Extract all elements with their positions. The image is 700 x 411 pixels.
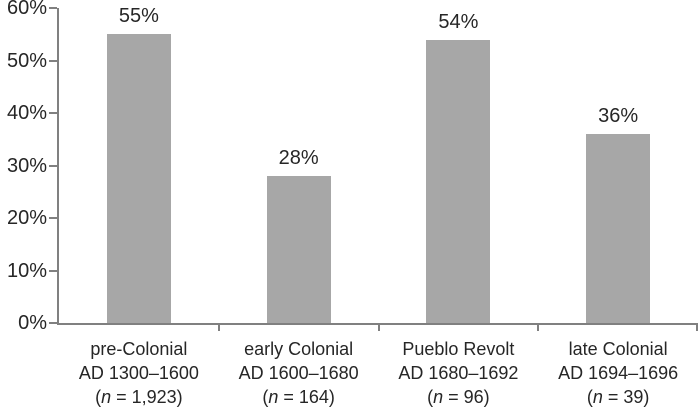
y-axis-tick <box>49 164 57 167</box>
plot-area: 55% 28% 54% 36% <box>49 5 698 331</box>
x-axis-tick <box>217 325 220 331</box>
category-dates: AD 1694–1696 <box>558 363 679 383</box>
y-axis-tick <box>49 322 57 324</box>
category-label: Pueblo Revolt AD 1680–1692 (n = 96) <box>379 337 539 409</box>
bar-value-label: 55% <box>118 5 159 28</box>
sample-size-symbol: n <box>268 387 279 407</box>
y-axis-tick <box>49 112 57 114</box>
category-sample-size: (n = 39) <box>586 387 650 407</box>
category-sample-size: (n = 96) <box>427 387 490 407</box>
x-axis-tick <box>537 325 540 331</box>
y-axis-tick-label: 20% <box>6 207 47 229</box>
category-period: Pueblo Revolt <box>402 339 515 359</box>
bar <box>426 39 491 323</box>
category-sample-size: (n = 164) <box>262 387 335 407</box>
y-axis-line <box>57 8 59 325</box>
category-label: pre-Colonial AD 1300–1600 (n = 1,923) <box>59 337 219 409</box>
y-axis-tick-label: 30% <box>6 154 47 177</box>
category-sample-size: (n = 1,923) <box>95 387 183 407</box>
bar-value-label: 36% <box>598 105 639 127</box>
x-axis-tick <box>377 325 380 331</box>
x-axis-tick <box>696 325 698 331</box>
y-axis-tick-label: 60% <box>6 0 47 19</box>
y-axis-tick <box>49 217 57 219</box>
sample-size-symbol: n <box>101 387 112 407</box>
bar <box>266 176 331 323</box>
category-label: late Colonial AD 1694–1696 (n = 39) <box>538 337 698 409</box>
category-label: early Colonial AD 1600–1680 (n = 164) <box>219 337 379 409</box>
y-axis-tick <box>49 7 57 9</box>
y-axis-tick-label: 40% <box>6 102 47 124</box>
bar <box>586 134 651 323</box>
category-dates: AD 1600–1680 <box>238 363 359 383</box>
category-period: pre-Colonial <box>90 339 188 359</box>
bar <box>106 34 171 323</box>
y-axis-tick-label: 10% <box>6 259 47 282</box>
bar-value-label: 54% <box>438 10 479 33</box>
category-dates: AD 1300–1600 <box>78 363 199 383</box>
bar-value-label: 28% <box>278 147 319 169</box>
sample-size-symbol: n <box>433 387 444 407</box>
y-axis-tick <box>49 269 57 272</box>
y-axis-tick-label: 50% <box>6 49 47 72</box>
category-period: late Colonial <box>568 339 668 359</box>
y-axis-tick <box>49 59 57 62</box>
sample-size-symbol: n <box>592 387 603 407</box>
category-dates: AD 1680–1692 <box>398 363 519 383</box>
x-axis-line <box>57 323 698 325</box>
category-period: early Colonial <box>244 339 354 359</box>
y-axis-tick-label: 0% <box>18 312 47 334</box>
